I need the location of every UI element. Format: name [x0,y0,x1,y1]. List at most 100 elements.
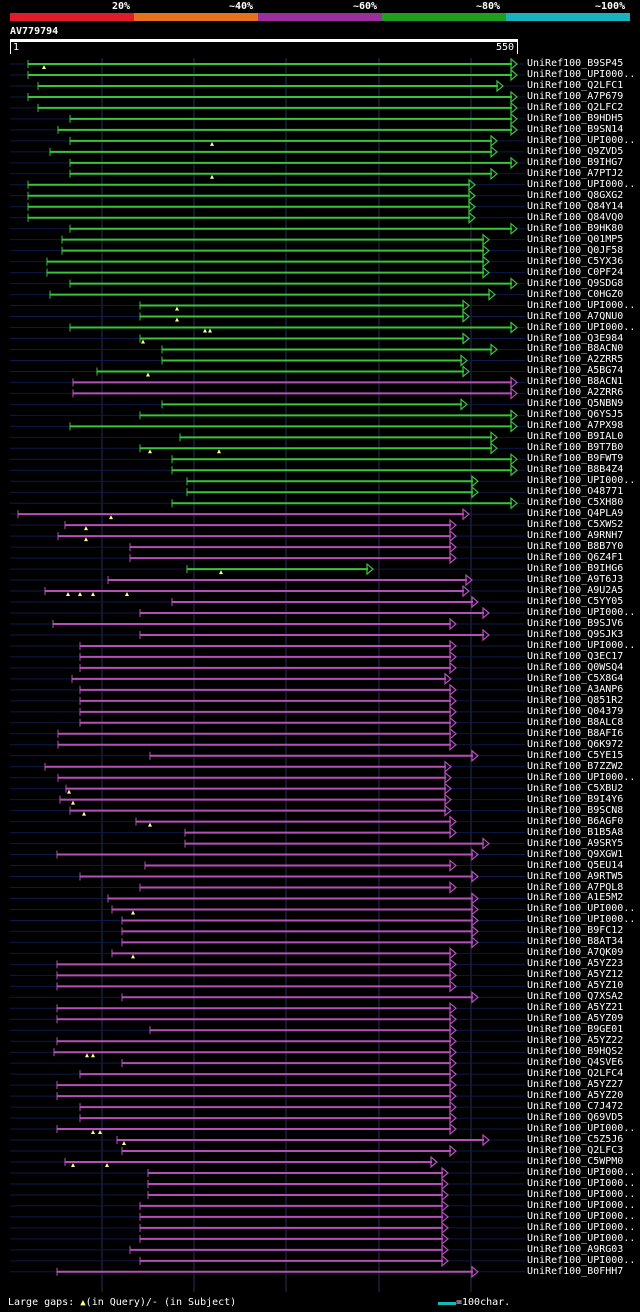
hit-label[interactable]: UniRef100_B9IAL0 [527,431,624,443]
hit-label[interactable]: UniRef100_Q6K972 [527,738,624,750]
hit-label[interactable]: UniRef100_Q2LFC4 [527,1068,624,1080]
hit-label[interactable]: UniRef100_B9HK80 [527,222,624,234]
hit-label[interactable]: UniRef100_UPI000.. [527,903,636,915]
hit-label[interactable]: UniRef100_C5Z5J6 [527,1134,624,1146]
hit-label[interactable]: UniRef100_B1B5A8 [527,826,624,838]
hit-label[interactable]: UniRef100_B8B7Y0 [527,541,624,553]
hit-label[interactable]: UniRef100_C5XWS2 [527,519,624,531]
hit-label[interactable]: UniRef100_C5WPM0 [527,1156,624,1167]
hit-label[interactable]: UniRef100_B0FHH7 [527,1265,624,1277]
hit-label[interactable]: UniRef100_A5YZ10 [527,980,624,992]
hit-label[interactable]: UniRef100_A7PTJ2 [527,167,624,179]
hit-label[interactable]: UniRef100_C5YX36 [527,255,624,267]
hit-label[interactable]: UniRef100_A5YZ23 [527,958,624,970]
hit-label[interactable]: UniRef100_B9SN14 [527,123,624,135]
hit-label[interactable]: UniRef100_B9SCN8 [527,804,624,816]
hit-label[interactable]: UniRef100_A1E5M2 [527,892,624,904]
hit-label[interactable]: UniRef100_A7QNU0 [527,310,624,322]
hit-label[interactable]: UniRef100_Q4PLA9 [527,508,624,520]
hit-label[interactable]: UniRef100_Q3EC17 [527,650,624,662]
hit-label[interactable]: UniRef100_UPI000.. [527,1199,636,1211]
hit-label[interactable]: UniRef100_B9FC12 [527,925,624,937]
hit-label[interactable]: UniRef100_A5YZ12 [527,969,624,981]
hit-label[interactable]: UniRef100_B9IHG6 [527,563,624,575]
hit-label[interactable]: UniRef100_Q9XGW1 [527,848,624,860]
hit-label[interactable]: UniRef100_B8AT34 [527,936,624,948]
hit-label[interactable]: UniRef100_B9GE01 [527,1024,624,1036]
hit-label[interactable]: UniRef100_UPI000.. [527,68,636,80]
hit-label[interactable]: UniRef100_Q4SVE6 [527,1057,624,1069]
hit-label[interactable]: UniRef100_UPI000.. [527,1232,636,1244]
hit-label[interactable]: UniRef100_Q69VD5 [527,1112,624,1124]
hit-label[interactable]: UniRef100_C5YY05 [527,596,624,608]
hit-label[interactable]: UniRef100_A9RNH7 [527,530,624,542]
hit-label[interactable]: UniRef100_C0HGZ0 [527,288,624,300]
hit-label[interactable]: UniRef100_Q01MP5 [527,233,624,245]
hit-label[interactable]: UniRef100_C5X8G4 [527,672,624,684]
hit-label[interactable]: UniRef100_B6AGF0 [527,815,624,827]
hit-label[interactable]: UniRef100_B9FWT9 [527,453,624,465]
hit-label[interactable]: UniRef100_UPI000.. [527,299,636,311]
hit-label[interactable]: UniRef100_UPI000.. [527,1123,636,1135]
hit-label[interactable]: UniRef100_A7PX98 [527,420,624,432]
hit-label[interactable]: UniRef100_A5YZ21 [527,1002,624,1014]
hit-label[interactable]: UniRef100_A5BG74 [527,365,624,377]
hit-label[interactable]: UniRef100_B8ACN1 [527,376,624,388]
hit-label[interactable]: UniRef100_A9RG03 [527,1243,624,1255]
hit-label[interactable]: UniRef100_UPI000.. [527,178,636,190]
hit-label[interactable]: UniRef100_A9SRY5 [527,837,624,849]
hit-label[interactable]: UniRef100_A9U2A5 [527,585,624,597]
hit-label[interactable]: UniRef100_A9T6J3 [527,574,624,586]
hit-label[interactable]: UniRef100_Q6YSJ5 [527,409,624,421]
hit-label[interactable]: UniRef100_Q851R2 [527,694,624,706]
hit-label[interactable]: UniRef100_UPI000.. [527,1210,636,1222]
hit-label[interactable]: UniRef100_UPI000.. [527,914,636,926]
hit-label[interactable]: UniRef100_A9RTW5 [527,870,624,882]
hit-label[interactable]: UniRef100_B9HDH5 [527,112,624,124]
hit-label[interactable]: UniRef100_C5XBU2 [527,782,624,794]
hit-label[interactable]: UniRef100_Q84Y14 [527,200,624,212]
hit-label[interactable]: UniRef100_UPI000.. [527,1221,636,1233]
hit-label[interactable]: UniRef100_Q9ZVD5 [527,145,624,157]
hit-label[interactable]: UniRef100_UPI000.. [527,1177,636,1189]
hit-label[interactable]: UniRef100_Q84VQ0 [527,211,624,223]
hit-label[interactable]: UniRef100_Q0WSQ4 [527,661,624,673]
hit-label[interactable]: UniRef100_UPI000.. [527,771,636,783]
hit-label[interactable]: UniRef100_Q04379 [527,705,624,717]
hit-label[interactable]: UniRef100_B9I4Y6 [527,793,624,805]
hit-label[interactable]: UniRef100_B9IHG7 [527,156,624,168]
hit-label[interactable]: UniRef100_Q0JF58 [527,244,624,256]
hit-label[interactable]: UniRef100_C0PF24 [527,266,624,278]
hit-label[interactable]: UniRef100_Q2LFC3 [527,1145,624,1157]
hit-label[interactable]: UniRef100_Q2LFC1 [527,79,624,91]
hit-label[interactable]: UniRef100_Q9SJK3 [527,628,624,640]
hit-label[interactable]: UniRef100_B8AFI6 [527,727,624,739]
hit-label[interactable]: UniRef100_A5YZ09 [527,1013,624,1025]
hit-label[interactable]: UniRef100_B9SP45 [527,58,624,69]
hit-label[interactable]: UniRef100_Q2LFC2 [527,101,624,113]
hit-label[interactable]: UniRef100_B7ZZW2 [527,760,624,772]
hit-label[interactable]: UniRef100_B9SJV6 [527,617,624,629]
hit-label[interactable]: UniRef100_O48771 [527,486,624,498]
hit-label[interactable]: UniRef100_A2ZRR6 [527,387,624,399]
hit-label[interactable]: UniRef100_A7QK09 [527,947,624,959]
hit-label[interactable]: UniRef100_B9T7B0 [527,442,624,454]
hit-label[interactable]: UniRef100_A7PQL8 [527,881,624,893]
hit-label[interactable]: UniRef100_Q9SDG8 [527,277,624,289]
hit-label[interactable]: UniRef100_B8ALC8 [527,716,624,728]
hit-label[interactable]: UniRef100_Q5NBN9 [527,398,624,410]
hit-label[interactable]: UniRef100_Q3E984 [527,332,624,344]
hit-label[interactable]: UniRef100_UPI000.. [527,134,636,146]
hit-label[interactable]: UniRef100_A7P679 [527,90,624,102]
hit-label[interactable]: UniRef100_UPI000.. [527,1166,636,1178]
hit-label[interactable]: UniRef100_C5XH80 [527,497,624,509]
hit-label[interactable]: UniRef100_A5YZ20 [527,1090,624,1102]
hit-label[interactable]: UniRef100_UPI000.. [527,1188,636,1200]
hit-label[interactable]: UniRef100_A3ANP6 [527,683,624,695]
hit-label[interactable]: UniRef100_Q5EU14 [527,859,624,871]
hit-label[interactable]: UniRef100_UPI000.. [527,1254,636,1266]
hit-label[interactable]: UniRef100_C7J472 [527,1101,624,1113]
hit-label[interactable]: UniRef100_UPI000.. [527,321,636,333]
hit-label[interactable]: UniRef100_A2ZRR5 [527,354,624,366]
hit-label[interactable]: UniRef100_A5YZ22 [527,1035,624,1047]
